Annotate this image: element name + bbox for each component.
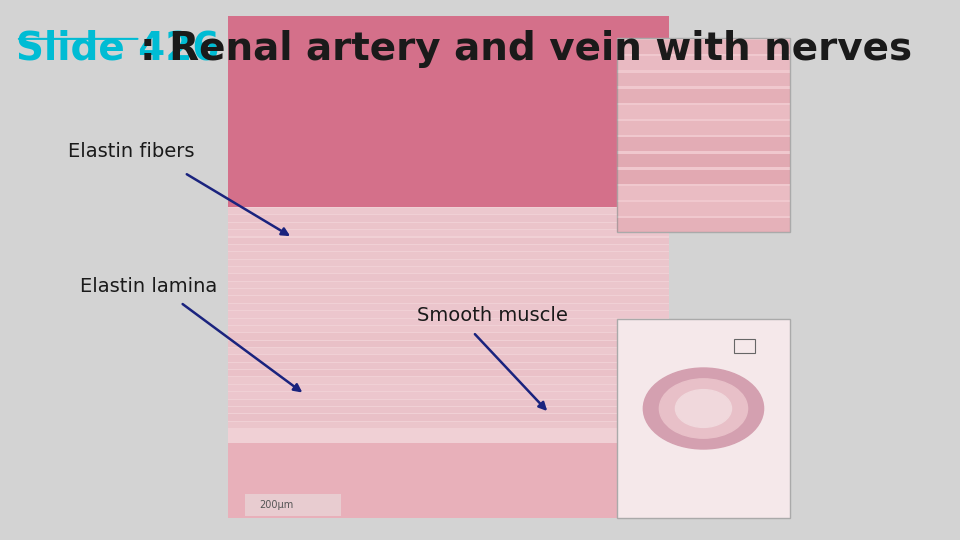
- Circle shape: [643, 368, 763, 449]
- FancyBboxPatch shape: [228, 223, 669, 229]
- FancyBboxPatch shape: [617, 170, 790, 184]
- FancyBboxPatch shape: [228, 443, 669, 518]
- FancyBboxPatch shape: [228, 208, 669, 214]
- FancyBboxPatch shape: [228, 238, 669, 244]
- FancyBboxPatch shape: [228, 341, 669, 347]
- FancyBboxPatch shape: [228, 230, 669, 237]
- FancyBboxPatch shape: [228, 207, 669, 443]
- FancyBboxPatch shape: [228, 16, 669, 207]
- FancyBboxPatch shape: [228, 333, 669, 340]
- FancyBboxPatch shape: [228, 304, 669, 310]
- Circle shape: [676, 390, 732, 428]
- FancyBboxPatch shape: [617, 137, 790, 151]
- FancyBboxPatch shape: [228, 311, 669, 318]
- FancyBboxPatch shape: [228, 274, 669, 281]
- FancyBboxPatch shape: [228, 414, 669, 421]
- FancyBboxPatch shape: [228, 385, 669, 391]
- FancyBboxPatch shape: [228, 252, 669, 259]
- FancyBboxPatch shape: [228, 296, 669, 303]
- FancyBboxPatch shape: [617, 40, 790, 54]
- FancyBboxPatch shape: [617, 105, 790, 119]
- FancyBboxPatch shape: [617, 56, 790, 70]
- FancyBboxPatch shape: [228, 377, 669, 384]
- FancyBboxPatch shape: [228, 282, 669, 288]
- FancyBboxPatch shape: [228, 407, 669, 413]
- FancyBboxPatch shape: [228, 289, 669, 295]
- FancyBboxPatch shape: [228, 16, 669, 518]
- FancyBboxPatch shape: [228, 260, 669, 266]
- FancyBboxPatch shape: [617, 218, 790, 232]
- FancyBboxPatch shape: [228, 267, 669, 273]
- FancyBboxPatch shape: [228, 215, 669, 222]
- FancyBboxPatch shape: [617, 72, 790, 86]
- Circle shape: [660, 379, 748, 438]
- Text: : Renal artery and vein with nerves: : Renal artery and vein with nerves: [140, 30, 912, 68]
- Text: Elastin fibers: Elastin fibers: [68, 141, 195, 161]
- FancyBboxPatch shape: [228, 370, 669, 376]
- FancyBboxPatch shape: [617, 38, 790, 232]
- FancyBboxPatch shape: [617, 319, 790, 518]
- FancyBboxPatch shape: [617, 121, 790, 135]
- FancyBboxPatch shape: [617, 89, 790, 103]
- FancyBboxPatch shape: [228, 245, 669, 251]
- FancyBboxPatch shape: [228, 363, 669, 369]
- Text: Slide 426: Slide 426: [16, 30, 220, 68]
- FancyBboxPatch shape: [245, 494, 341, 516]
- Text: Smooth muscle: Smooth muscle: [417, 306, 567, 326]
- FancyBboxPatch shape: [617, 202, 790, 216]
- FancyBboxPatch shape: [228, 392, 669, 399]
- Text: Elastin lamina: Elastin lamina: [81, 276, 217, 296]
- FancyBboxPatch shape: [228, 355, 669, 362]
- FancyBboxPatch shape: [228, 422, 669, 428]
- FancyBboxPatch shape: [617, 186, 790, 200]
- FancyBboxPatch shape: [228, 326, 669, 332]
- Text: 200µm: 200µm: [259, 500, 294, 510]
- FancyBboxPatch shape: [228, 348, 669, 354]
- FancyBboxPatch shape: [228, 319, 669, 325]
- FancyBboxPatch shape: [228, 400, 669, 406]
- FancyBboxPatch shape: [617, 153, 790, 167]
